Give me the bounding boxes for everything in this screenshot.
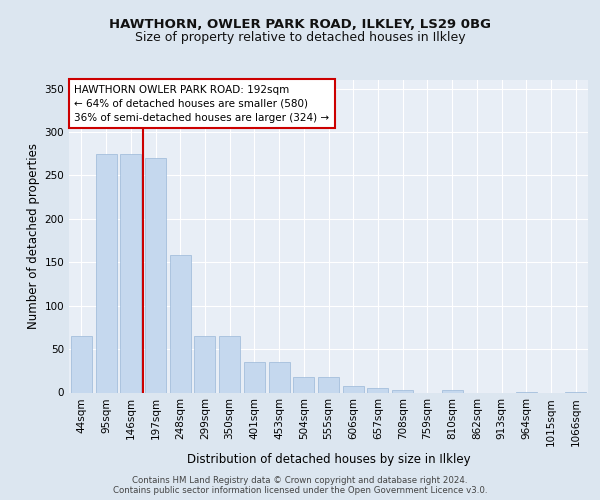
Bar [194, 336, 215, 392]
Text: Contains public sector information licensed under the Open Government Licence v3: Contains public sector information licen… [113, 486, 487, 495]
Bar [367, 388, 388, 392]
Bar [219, 336, 240, 392]
Bar [293, 377, 314, 392]
Bar [269, 362, 290, 392]
Bar [95, 154, 116, 392]
Bar [343, 386, 364, 392]
Bar [442, 390, 463, 392]
Bar [145, 158, 166, 392]
Text: Contains HM Land Registry data © Crown copyright and database right 2024.: Contains HM Land Registry data © Crown c… [132, 476, 468, 485]
Bar [120, 154, 141, 392]
Text: HAWTHORN OWLER PARK ROAD: 192sqm
← 64% of detached houses are smaller (580)
36% : HAWTHORN OWLER PARK ROAD: 192sqm ← 64% o… [74, 84, 329, 122]
Bar [318, 377, 339, 392]
Bar [392, 390, 413, 392]
Text: HAWTHORN, OWLER PARK ROAD, ILKLEY, LS29 0BG: HAWTHORN, OWLER PARK ROAD, ILKLEY, LS29 … [109, 18, 491, 30]
X-axis label: Distribution of detached houses by size in Ilkley: Distribution of detached houses by size … [187, 453, 470, 466]
Text: Size of property relative to detached houses in Ilkley: Size of property relative to detached ho… [134, 31, 466, 44]
Y-axis label: Number of detached properties: Number of detached properties [27, 143, 40, 329]
Bar [71, 336, 92, 392]
Bar [170, 256, 191, 392]
Bar [244, 362, 265, 392]
